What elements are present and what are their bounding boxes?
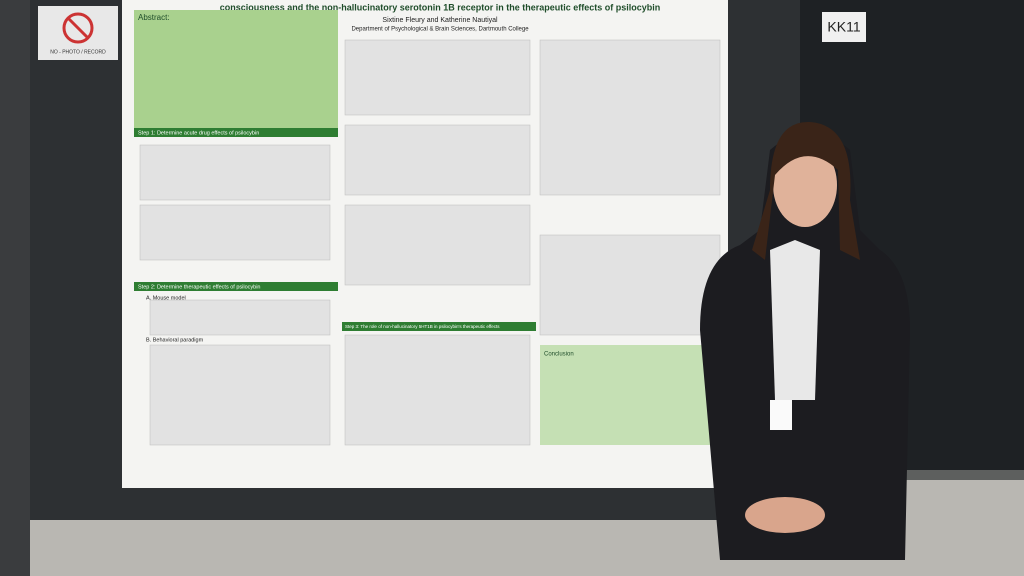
- person-face: [773, 143, 837, 227]
- person-hands: [745, 497, 825, 533]
- subsection-title: B. Behavioral paradigm: [146, 337, 204, 343]
- section-header: [342, 322, 536, 331]
- name-badge: [770, 400, 792, 430]
- room-sign: [822, 12, 866, 42]
- abstract-box: [134, 10, 338, 130]
- section-title: Step 3: The role of non-hallucinatory 5H…: [345, 324, 500, 329]
- person-shirt: [770, 240, 820, 400]
- poster-figures: [139, 39, 721, 446]
- person-hair: [752, 121, 860, 260]
- section-header: [134, 128, 338, 137]
- room-label: KK11: [827, 19, 860, 35]
- poster-title: consciousness and the non-hallucinatory …: [220, 2, 661, 12]
- left-post: [0, 0, 30, 576]
- conclusion-box: [540, 345, 710, 445]
- poster-authors: Sixtine Fleury and Katherine Nautiyal: [382, 17, 498, 24]
- abstract-heading: Abstract:: [138, 13, 170, 22]
- no-photo-icon: [62, 12, 94, 44]
- section-title: Step 1: Determine acute drug effects of …: [138, 130, 259, 136]
- section-header: [134, 282, 338, 291]
- subsection-title: A. Mouse model: [146, 295, 186, 301]
- poster-affiliation: Department of Psychological & Brain Scie…: [351, 27, 529, 33]
- no-photo-text: NO - PHOTO / RECORD: [50, 49, 106, 55]
- conclusion-heading: Conclusion: [544, 352, 574, 358]
- section-title: Step 2: Determine therapeutic effects of…: [138, 284, 261, 290]
- no-photo-slash: [66, 16, 90, 40]
